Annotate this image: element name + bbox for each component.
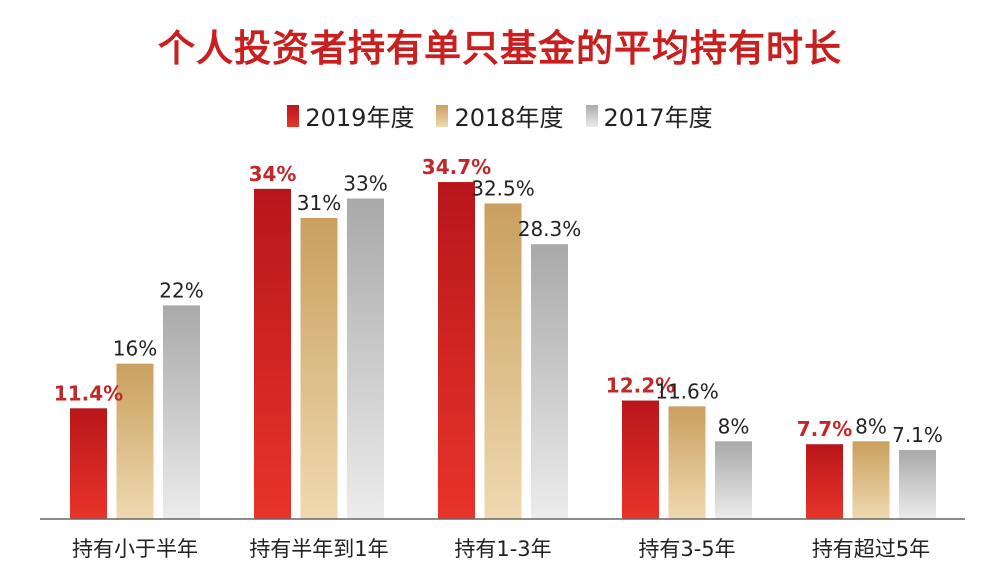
data-label-1-0: 16%: [113, 337, 157, 361]
bar-1-1: [300, 217, 338, 519]
x-tick-label-1: 持有半年到1年: [249, 537, 388, 561]
bar-2-3: [715, 441, 752, 519]
data-label-0-1: 34%: [249, 162, 297, 186]
legend-swatch-2019: [287, 104, 300, 127]
x-tick-label-3: 持有3-5年: [638, 537, 735, 561]
bar-1-4: [852, 441, 890, 519]
legend-label-2019: 2019年度: [305, 104, 415, 132]
legend-label-2018: 2018年度: [454, 104, 564, 132]
data-label-2-3: 8%: [718, 414, 750, 438]
chart-title: 个人投资者持有单只基金的平均持有时长: [158, 27, 842, 70]
legend-item-2019: 2019年度: [287, 98, 414, 133]
data-label-2-4: 7.1%: [892, 423, 943, 447]
legend-label-2017: 2017年度: [603, 104, 713, 132]
bar-2-0: [163, 305, 200, 519]
legend-swatch-2017: [585, 104, 598, 127]
legend: 2019年度 2018年度 2017年度: [0, 98, 1000, 133]
bar-0-1: [254, 188, 291, 519]
data-label-1-2: 32.5%: [471, 176, 535, 200]
data-label-1-3: 11.6%: [655, 379, 719, 403]
x-tick-label-2: 持有1-3年: [454, 537, 551, 561]
data-label-2-1: 33%: [343, 172, 387, 196]
data-label-1-4: 8%: [855, 414, 887, 438]
data-label-0-2: 34.7%: [422, 155, 491, 179]
bar-0-4: [806, 444, 843, 519]
legend-item-2017: 2017年度: [585, 98, 713, 133]
bar-2-4: [899, 450, 936, 519]
bar-0-3: [622, 400, 659, 519]
bar-2-2: [531, 244, 568, 519]
legend-swatch-2018: [436, 104, 449, 127]
x-tick-label-4: 持有超过5年: [812, 537, 930, 561]
legend-item-2018: 2018年度: [436, 98, 564, 133]
x-tick-label-0: 持有小于半年: [72, 537, 198, 561]
data-label-0-3: 12.2%: [606, 374, 675, 398]
bar-2-1: [347, 198, 384, 520]
data-label-1-1: 31%: [297, 191, 341, 215]
data-label-0-4: 7.7%: [797, 417, 852, 441]
bar-1-2: [484, 203, 522, 519]
bar-1-3: [668, 406, 706, 519]
bar-1-0: [116, 363, 154, 519]
data-label-2-0: 22%: [159, 278, 203, 302]
data-label-0-0: 11.4%: [54, 381, 123, 405]
data-label-2-2: 28.3%: [518, 217, 582, 241]
bar-0-0: [70, 408, 107, 519]
bar-0-2: [438, 182, 475, 519]
